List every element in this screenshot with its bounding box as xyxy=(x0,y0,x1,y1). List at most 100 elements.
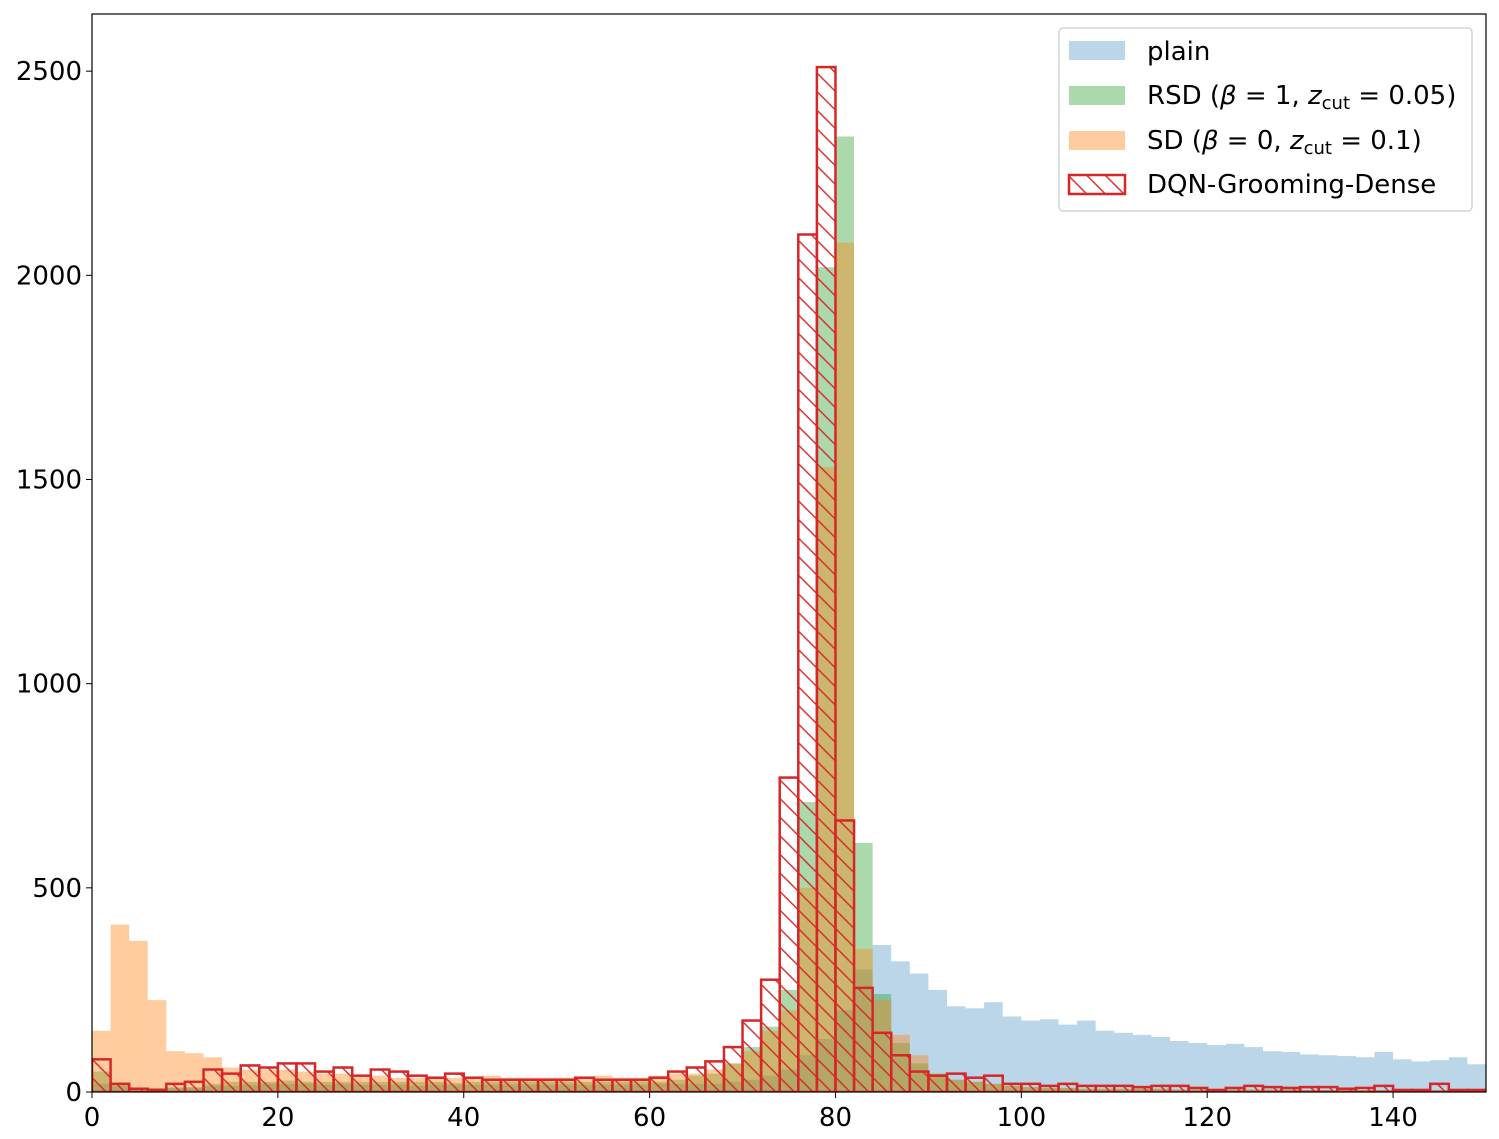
bars-layer xyxy=(92,65,1486,1092)
bar-dqn-16 xyxy=(388,1070,410,1092)
bar-dqn-57 xyxy=(1150,1084,1172,1092)
bar-dqn-61 xyxy=(1224,1086,1246,1092)
x-tick-label: 120 xyxy=(1182,1103,1232,1133)
bar-dqn-48 xyxy=(982,1074,1004,1092)
bar-dqn-56 xyxy=(1131,1085,1153,1092)
bar-plain-62 xyxy=(1244,1047,1263,1092)
bar-sd-4 xyxy=(166,1051,185,1092)
bar-dqn-69 xyxy=(1373,1084,1395,1092)
bar-dqn-24 xyxy=(536,1078,558,1092)
x-tick-label: 20 xyxy=(261,1103,294,1133)
bar-dqn-46 xyxy=(945,1072,967,1092)
bar-plain-54 xyxy=(1095,1030,1115,1092)
bar-plain-56 xyxy=(1132,1034,1152,1092)
bar-dqn-8 xyxy=(239,1064,261,1092)
bar-plain-67 xyxy=(1337,1056,1356,1092)
bar-plain-70 xyxy=(1393,1059,1412,1092)
bar-dqn-58 xyxy=(1168,1084,1190,1092)
bar-plain-73 xyxy=(1448,1057,1468,1092)
bar-plain-52 xyxy=(1058,1024,1078,1092)
bar-dqn-23 xyxy=(518,1078,540,1092)
bar-dqn-54 xyxy=(1094,1084,1116,1092)
legend-label-plain: plain xyxy=(1147,37,1210,67)
legend: plain RSD (β = 1, zcut = 0.05) SD (β = 0… xyxy=(1058,27,1473,212)
bar-plain-63 xyxy=(1262,1051,1282,1092)
legend-swatch-rsd xyxy=(1069,86,1125,105)
series-dqn xyxy=(92,65,1486,1092)
x-tick-label: 80 xyxy=(819,1103,852,1133)
bar-dqn-63 xyxy=(1261,1085,1283,1092)
bar-dqn-6 xyxy=(202,1068,224,1092)
bar-dqn-15 xyxy=(369,1068,391,1092)
bar-dqn-51 xyxy=(1038,1084,1060,1092)
bar-dqn-11 xyxy=(295,1062,317,1092)
bar-dqn-50 xyxy=(1020,1082,1042,1092)
bar-dqn-39 xyxy=(815,65,837,1092)
legend-label-sd: SD (β = 0, zcut = 0.1) xyxy=(1147,126,1422,159)
x-axis: 0 20 40 60 80 100 120 140 xyxy=(84,1092,1418,1133)
bar-dqn-65 xyxy=(1298,1085,1320,1092)
x-tick-label: 0 xyxy=(84,1103,101,1133)
bar-plain-60 xyxy=(1207,1045,1226,1092)
bar-dqn-10 xyxy=(276,1062,298,1092)
bar-dqn-7 xyxy=(220,1072,242,1092)
y-tick-label: 2500 xyxy=(16,57,82,87)
bar-plain-46 xyxy=(946,1006,966,1092)
bar-plain-69 xyxy=(1374,1051,1394,1092)
legend-swatch-plain xyxy=(1069,41,1125,60)
bar-dqn-36 xyxy=(759,978,781,1092)
bar-dqn-45 xyxy=(927,1074,949,1092)
y-tick-label: 0 xyxy=(65,1078,82,1108)
bar-dqn-47 xyxy=(964,1076,986,1092)
bar-plain-64 xyxy=(1281,1051,1301,1092)
bar-dqn-55 xyxy=(1113,1084,1135,1092)
bar-dqn-72 xyxy=(1428,1082,1451,1092)
bar-dqn-62 xyxy=(1243,1084,1265,1092)
bar-plain-55 xyxy=(1114,1032,1133,1092)
bar-dqn-43 xyxy=(889,1054,912,1092)
bar-plain-59 xyxy=(1188,1043,1208,1092)
bar-plain-51 xyxy=(1039,1019,1059,1092)
x-tick-label: 60 xyxy=(633,1103,666,1133)
bar-sd-1 xyxy=(110,924,130,1092)
legend-swatch-sd xyxy=(1069,131,1125,150)
bar-dqn-35 xyxy=(741,1019,763,1092)
bar-dqn-52 xyxy=(1057,1082,1079,1092)
legend-label-dqn: DQN-Grooming-Dense xyxy=(1147,170,1436,200)
bar-plain-65 xyxy=(1300,1054,1319,1092)
bar-plain-61 xyxy=(1225,1043,1245,1092)
bar-dqn-21 xyxy=(481,1078,503,1092)
x-tick-label: 40 xyxy=(447,1103,480,1133)
bar-dqn-18 xyxy=(425,1076,447,1092)
bar-plain-68 xyxy=(1355,1057,1375,1092)
plot-frame xyxy=(91,13,1487,1093)
bar-dqn-26 xyxy=(574,1076,596,1092)
bar-dqn-64 xyxy=(1280,1086,1302,1092)
bar-plain-57 xyxy=(1151,1036,1171,1092)
bar-sd-2 xyxy=(129,940,148,1092)
bar-dqn-13 xyxy=(332,1066,354,1092)
bar-dqn-68 xyxy=(1354,1086,1376,1092)
y-tick-label: 1500 xyxy=(16,466,82,496)
bar-dqn-40 xyxy=(834,819,856,1092)
bar-dqn-37 xyxy=(778,776,800,1092)
bar-dqn-5 xyxy=(183,1080,205,1092)
bar-plain-74 xyxy=(1467,1064,1486,1092)
legend-label-rsd: RSD (β = 1, zcut = 0.05) xyxy=(1147,81,1456,114)
bar-dqn-4 xyxy=(165,1082,187,1092)
y-axis: 0 500 1000 1500 2000 2500 xyxy=(16,57,92,1108)
bar-plain-45 xyxy=(928,989,947,1092)
y-tick-label: 2000 xyxy=(16,261,82,291)
bar-plain-44 xyxy=(909,973,929,1092)
bar-dqn-34 xyxy=(722,1045,744,1092)
bar-dqn-33 xyxy=(704,1060,726,1092)
bar-plain-50 xyxy=(1021,1020,1040,1092)
bar-dqn-29 xyxy=(629,1078,651,1092)
bar-dqn-42 xyxy=(871,1031,893,1092)
bar-dqn-30 xyxy=(648,1076,670,1092)
bar-dqn-14 xyxy=(350,1074,373,1092)
bar-dqn-9 xyxy=(258,1066,280,1092)
bar-dqn-59 xyxy=(1187,1086,1209,1092)
bar-dqn-31 xyxy=(666,1070,689,1092)
